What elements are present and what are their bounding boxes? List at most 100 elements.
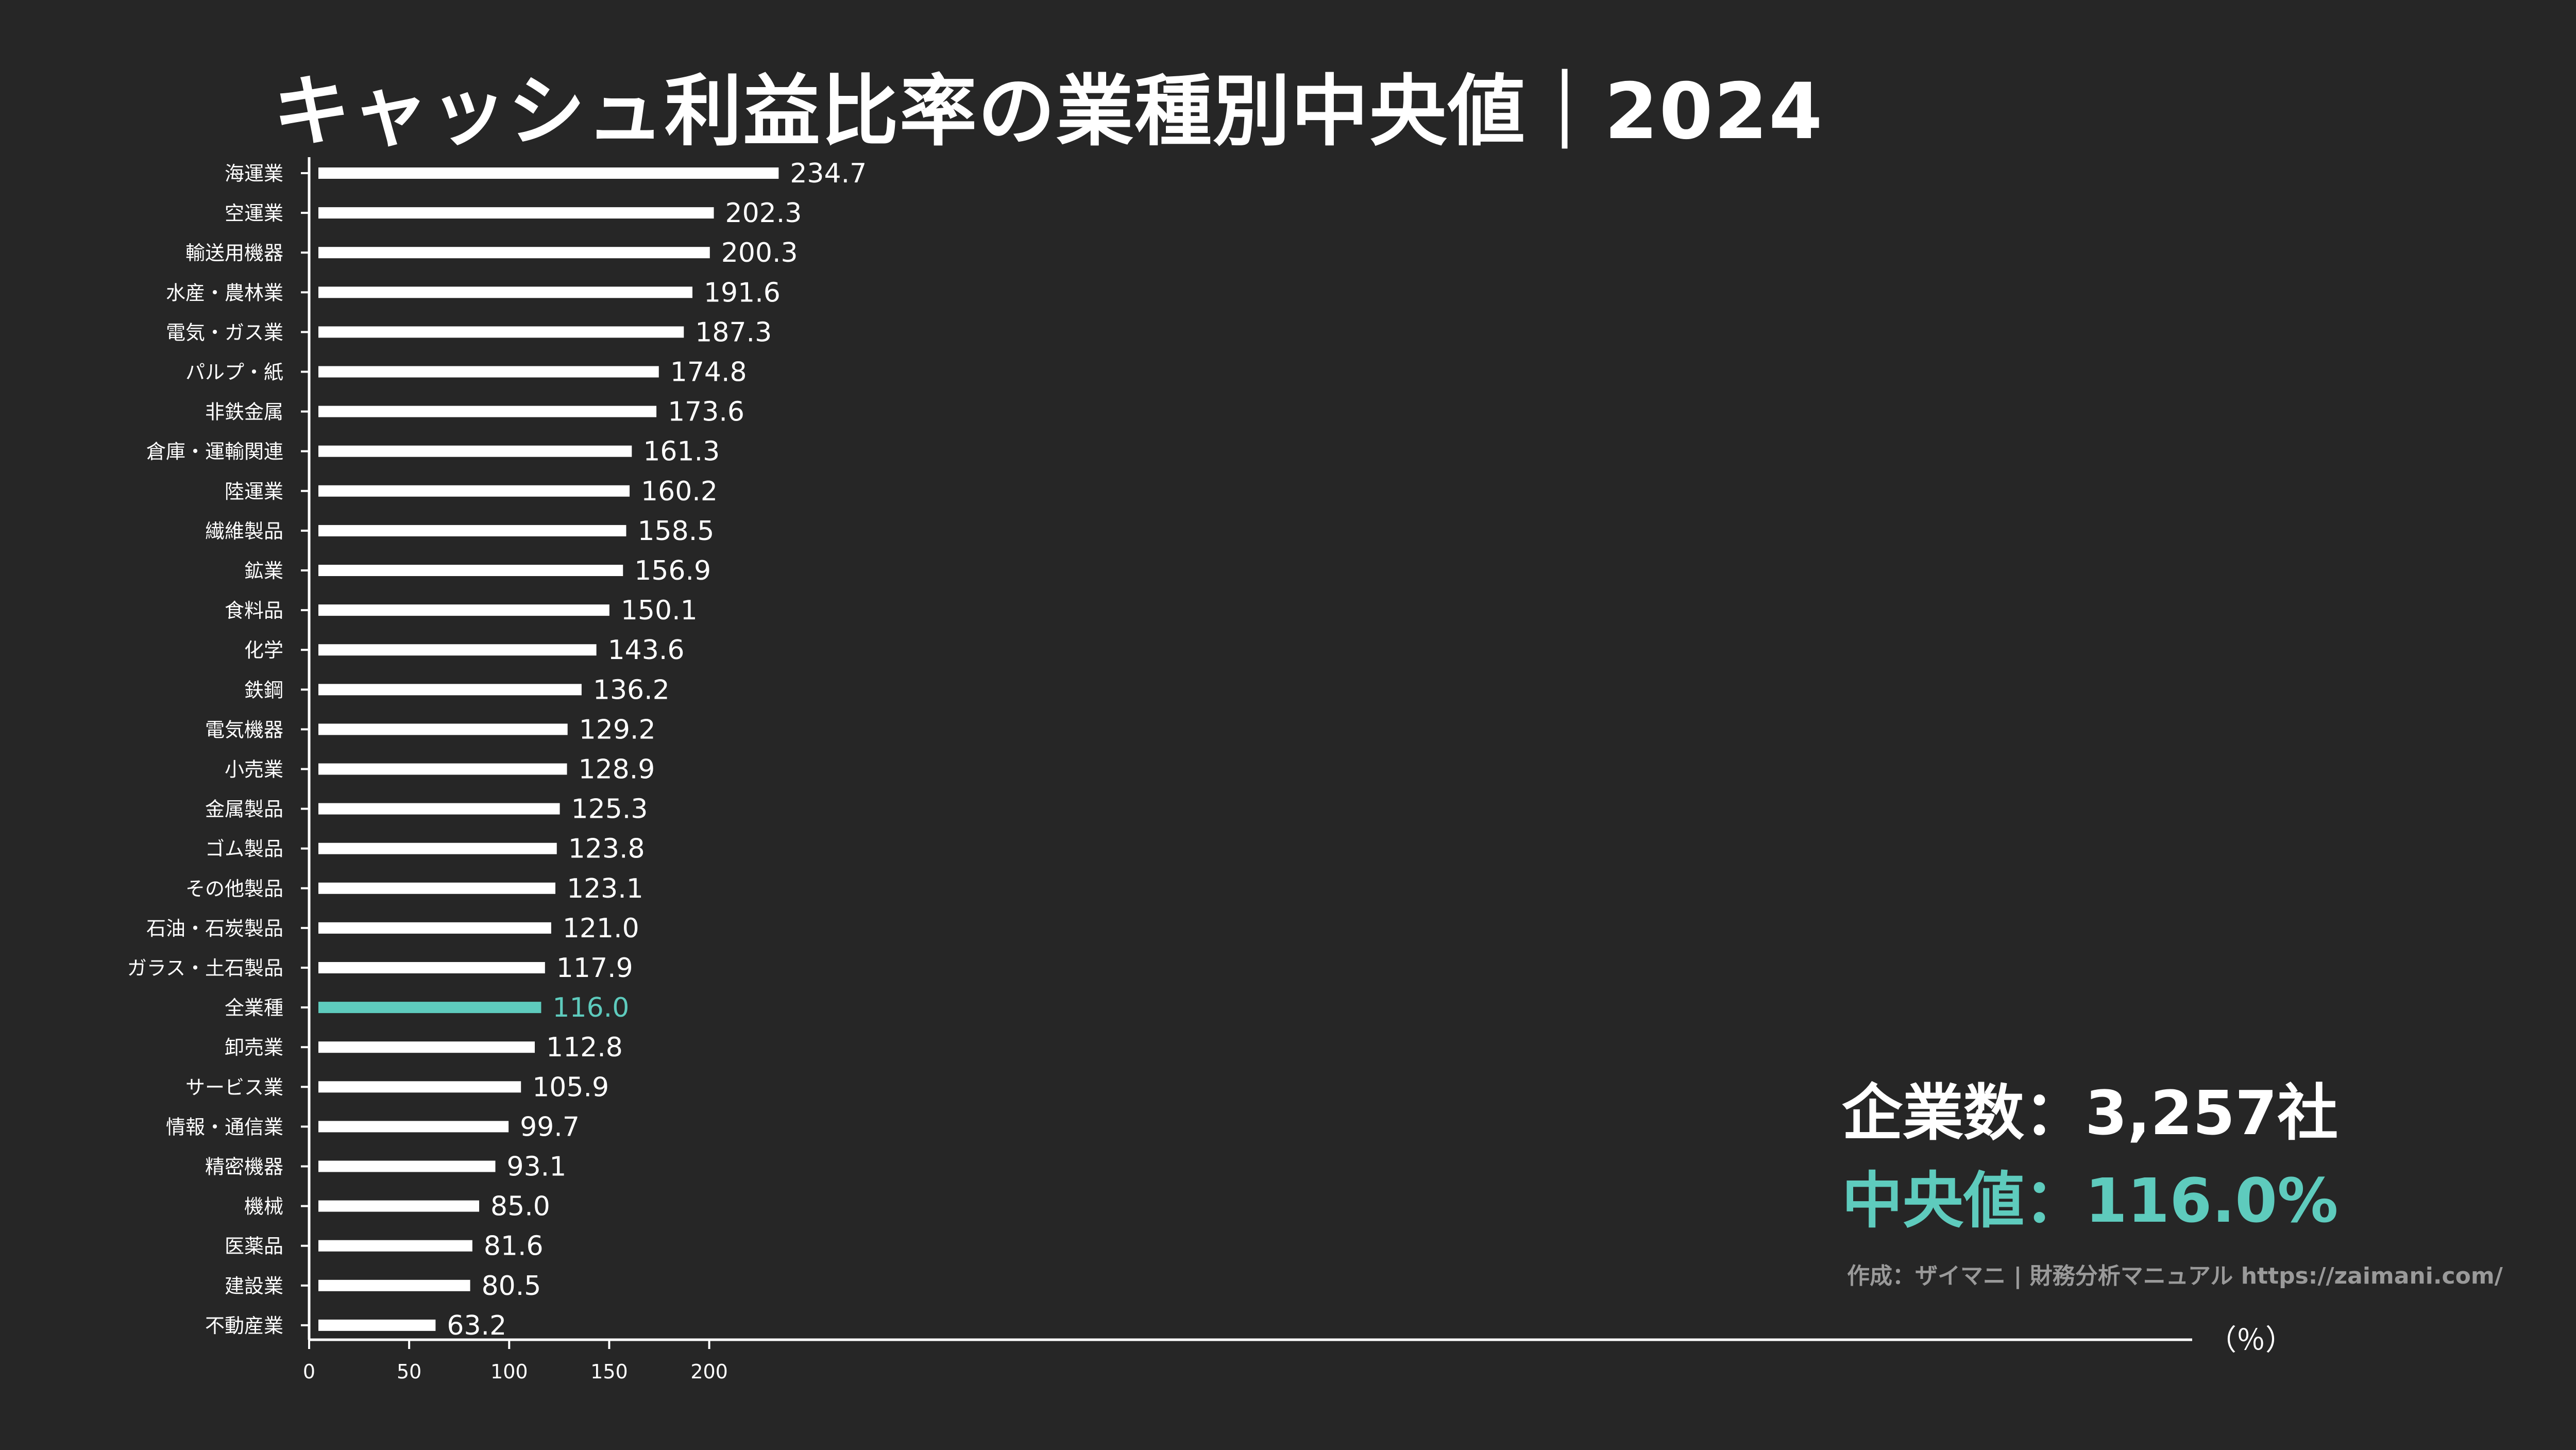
value-label: 160.2 (641, 476, 718, 507)
value-label: 112.8 (546, 1032, 623, 1063)
x-tick-label: 150 (590, 1360, 628, 1383)
bar (318, 366, 659, 378)
category-label: 輸送用機器 (185, 242, 283, 264)
bar (318, 1240, 472, 1252)
value-label: 85.0 (490, 1191, 550, 1222)
value-label: 158.5 (637, 516, 714, 547)
chart-title: キャッシュ利益比率の業種別中央値｜2024 (273, 67, 1824, 157)
value-label: 80.5 (482, 1271, 541, 1302)
bar (318, 1279, 470, 1291)
bar (318, 962, 545, 973)
category-label: 非鉄金属 (205, 401, 283, 424)
category-label: 水産・農林業 (166, 281, 283, 304)
x-axis-unit-label: （％） (2208, 1324, 2294, 1357)
value-label: 191.6 (704, 277, 781, 308)
value-label: 156.9 (634, 555, 711, 586)
value-label: 81.6 (484, 1231, 544, 1262)
bar (318, 842, 557, 854)
value-label: 128.9 (579, 754, 655, 785)
bar-highlight (318, 1002, 541, 1014)
bar (318, 1200, 480, 1212)
category-label: 小売業 (225, 758, 283, 781)
value-label: 234.7 (790, 158, 867, 189)
value-label: 121.0 (563, 913, 639, 944)
x-tick-label: 50 (397, 1360, 421, 1383)
value-label: 105.9 (532, 1072, 609, 1103)
bar (318, 882, 555, 894)
bar (318, 922, 551, 934)
category-label: 食料品 (225, 599, 283, 622)
bar (318, 1319, 436, 1331)
bar (318, 445, 632, 457)
value-label: 174.8 (670, 357, 747, 388)
bar (318, 207, 714, 219)
category-label: 機械 (244, 1195, 283, 1218)
bar (318, 644, 597, 656)
bar (318, 565, 623, 576)
category-label: ゴム製品 (205, 838, 283, 861)
bar (318, 1121, 509, 1133)
category-label: 化学 (244, 639, 283, 662)
bar (318, 684, 582, 696)
category-label: 繊維製品 (205, 520, 283, 543)
x-tick-label: 100 (490, 1360, 528, 1383)
category-label: 医薬品 (225, 1235, 283, 1258)
category-label: 金属製品 (205, 798, 283, 821)
category-label: パルプ・紙 (185, 361, 283, 384)
value-label: 161.3 (643, 436, 720, 467)
value-label: 117.9 (556, 953, 633, 984)
category-label: 空運業 (225, 202, 283, 225)
info-box: 企業数：3,257社 中央値：116.0% (1842, 1069, 2338, 1244)
value-label: 129.2 (579, 714, 656, 745)
category-label: 電気・ガス業 (166, 321, 283, 344)
category-label: 鉄鋼 (244, 679, 283, 701)
x-tick-label: 200 (690, 1360, 728, 1383)
bar (318, 763, 567, 775)
value-label: 63.2 (447, 1310, 506, 1341)
x-tick-label: 0 (303, 1360, 315, 1383)
category-label: 電気機器 (205, 718, 283, 741)
value-label: 125.3 (571, 794, 648, 825)
credit-text: 作成：ザイマニ | 財務分析マニュアル https://zaimani.com/ (1847, 1263, 2503, 1289)
category-label: 不動産業 (205, 1314, 283, 1337)
category-label: 建設業 (225, 1275, 283, 1297)
value-label: 93.1 (507, 1152, 567, 1183)
bar (318, 604, 609, 616)
bar (318, 326, 684, 338)
bar (318, 286, 692, 298)
bar (318, 803, 560, 815)
category-label: 卸売業 (225, 1036, 283, 1059)
bar (318, 723, 568, 735)
value-label: 202.3 (725, 198, 802, 229)
category-label: 倉庫・運輸関連 (146, 441, 283, 463)
bar (318, 247, 710, 259)
category-label: 石油・石炭製品 (146, 917, 283, 940)
category-label: 鉱業 (244, 560, 283, 582)
value-label: 99.7 (520, 1111, 580, 1142)
category-label: サービス業 (185, 1076, 283, 1099)
value-label: 123.1 (567, 873, 643, 904)
value-label: 136.2 (593, 675, 670, 705)
median-text: 中央値：116.0% (1842, 1165, 2338, 1236)
category-label: 全業種 (225, 997, 283, 1019)
category-label: 陸運業 (225, 480, 283, 503)
company-count-text: 企業数：3,257社 (1842, 1077, 2338, 1149)
category-label: 精密機器 (205, 1156, 283, 1178)
category-label: 海運業 (225, 162, 283, 185)
bar (318, 1160, 496, 1172)
bar (318, 406, 657, 417)
value-label: 187.3 (695, 317, 772, 348)
category-label: ガラス・土石製品 (127, 957, 283, 980)
value-label: 123.8 (568, 834, 645, 865)
bar (318, 1081, 521, 1093)
value-label: 116.0 (552, 992, 629, 1023)
value-label: 150.1 (621, 595, 698, 626)
value-label: 200.3 (721, 238, 798, 268)
value-label: 143.6 (608, 635, 685, 666)
category-label: その他製品 (185, 878, 283, 900)
value-label: 173.6 (668, 397, 744, 428)
bar (318, 485, 630, 497)
bar (318, 525, 626, 536)
